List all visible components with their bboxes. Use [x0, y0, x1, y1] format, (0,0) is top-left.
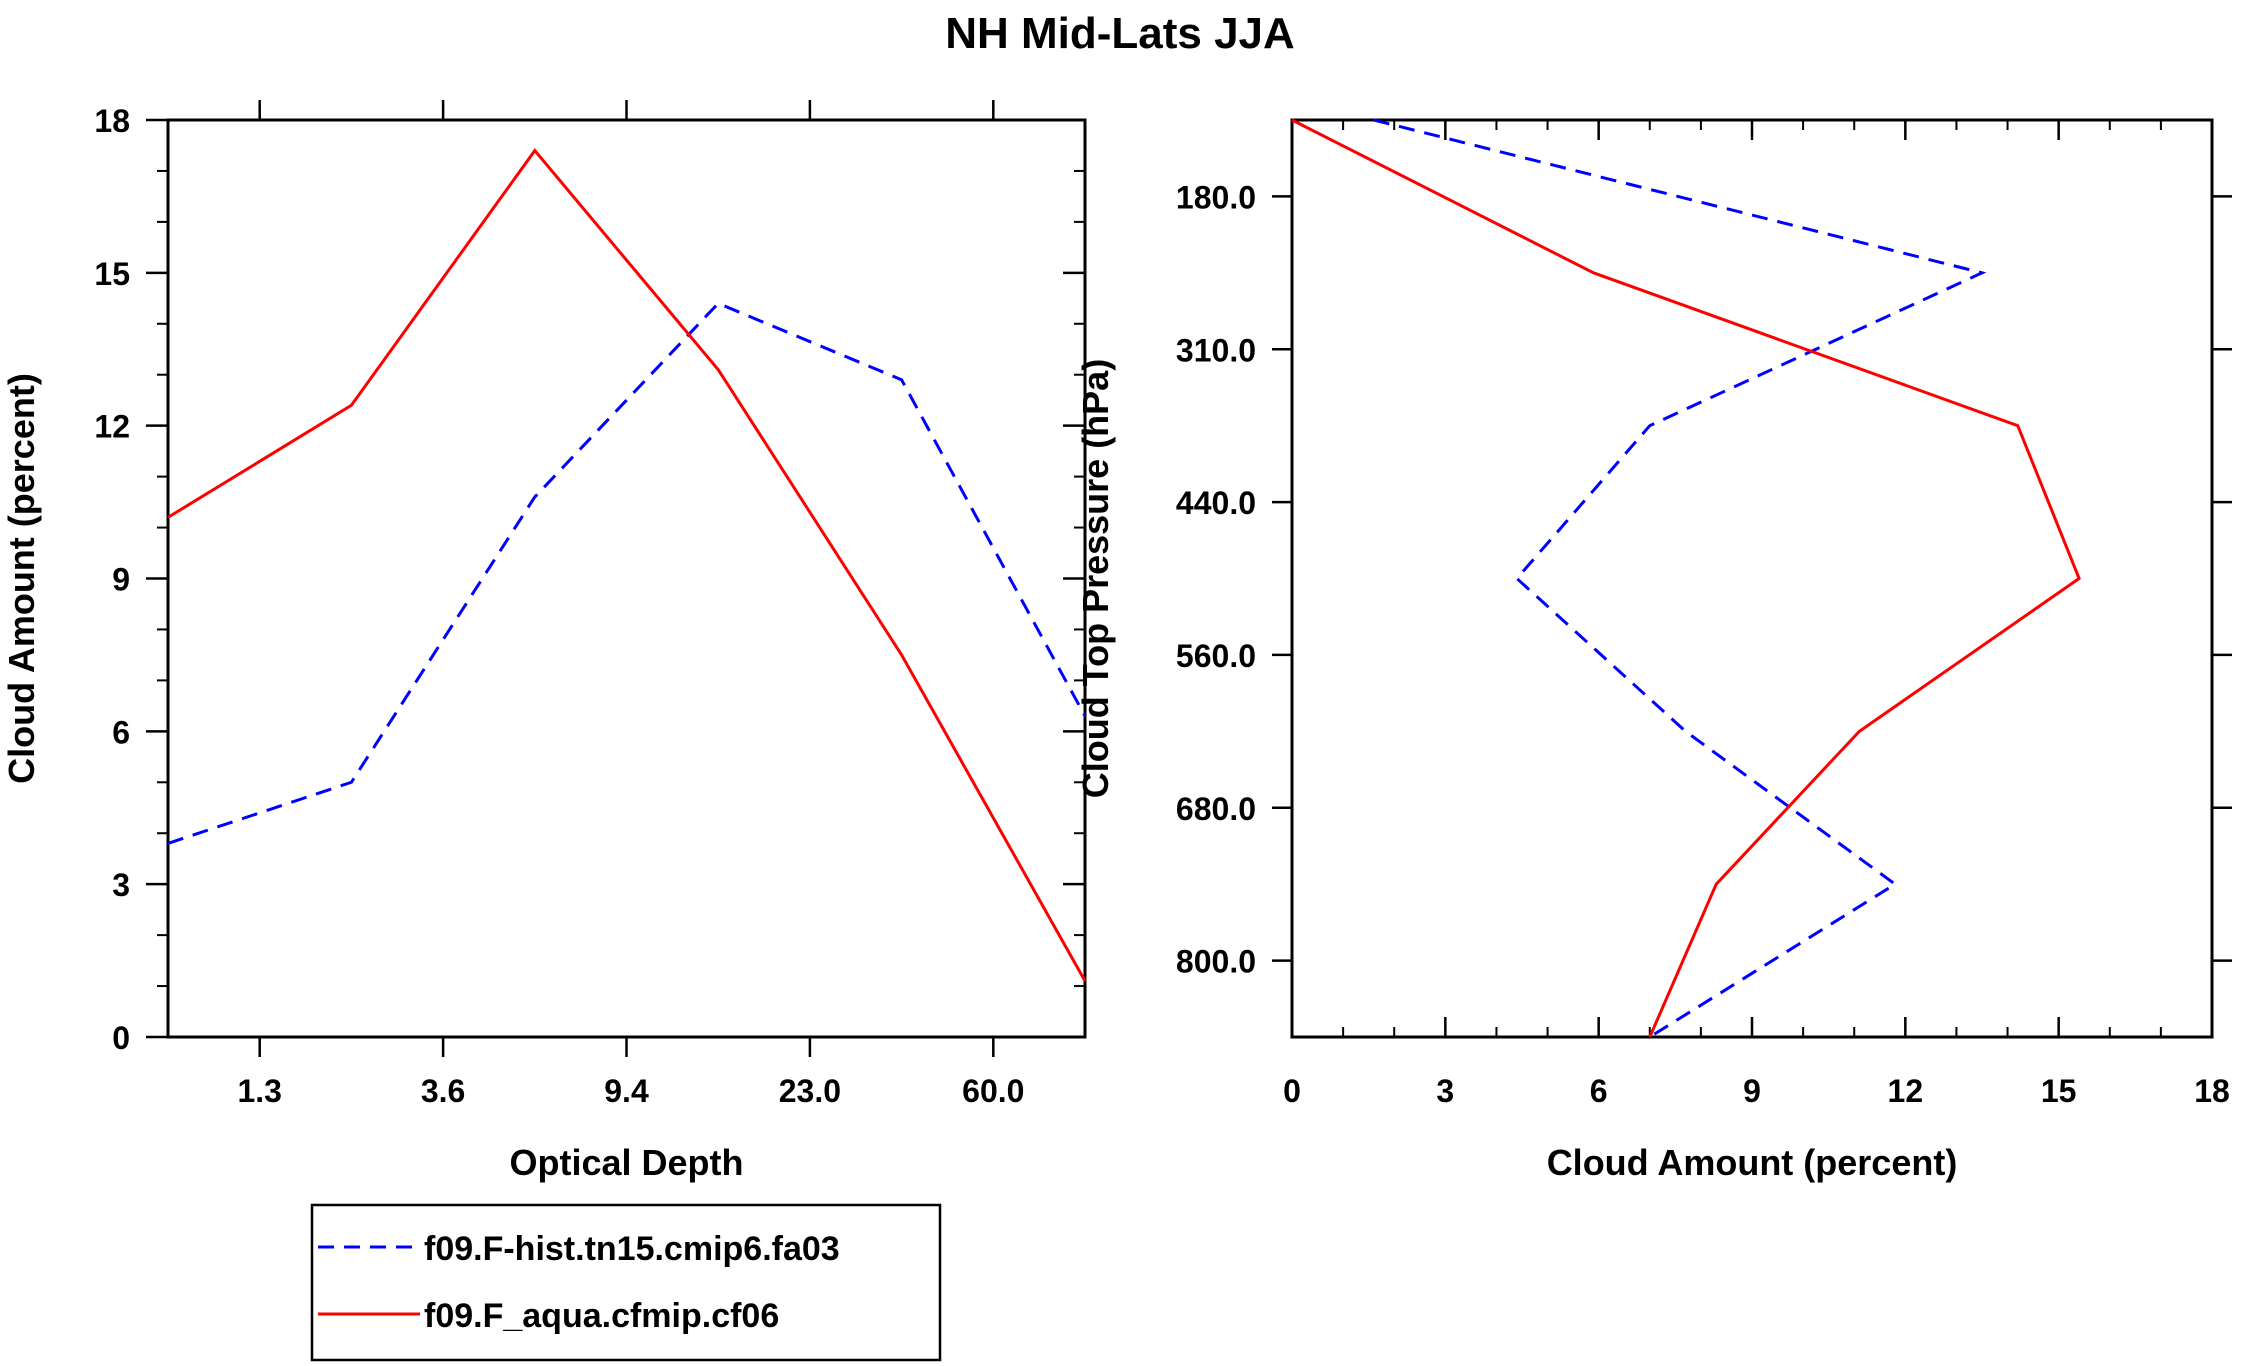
right-x-tick-label: 6	[1590, 1073, 1608, 1109]
legend-label-red: f09.F_aqua.cfmip.cf06	[424, 1297, 779, 1335]
right-x-tick-label: 9	[1743, 1073, 1761, 1109]
left-y-tick-label: 9	[112, 562, 130, 598]
left-x-tick-label: 60.0	[962, 1073, 1024, 1109]
right-x-tick-label: 0	[1283, 1073, 1301, 1109]
figure-title: NH Mid-Lats JJA	[945, 9, 1295, 58]
right-x-tick-label: 3	[1436, 1073, 1454, 1109]
legend-box	[310, 1203, 942, 1362]
right-y-tick-label: 560.0	[1176, 638, 1256, 674]
right-y-tick-label: 180.0	[1176, 179, 1256, 215]
right-y-tick-label: 800.0	[1176, 944, 1256, 980]
left-x-tick-label: 23.0	[779, 1073, 841, 1109]
legend: f09.F-hist.tn15.cmip6.fa03 f09.F_aqua.cf…	[310, 1203, 942, 1362]
left-x-tick-label: 1.3	[237, 1073, 281, 1109]
left-plot-frame	[166, 118, 1087, 1039]
right-series-blue-line	[1373, 118, 1987, 1039]
left-y-tick-label: 6	[112, 714, 130, 750]
right-series-red-line	[1291, 118, 2081, 1038]
right-x-tick-label: 15	[2041, 1073, 2077, 1109]
right-y-tick-label: 440.0	[1176, 485, 1256, 521]
left-x-axis-label: Optical Depth	[509, 1142, 743, 1183]
left-y-axis-label: Cloud Amount (percent)	[1, 373, 42, 784]
left-x-tick-label: 9.4	[604, 1073, 649, 1109]
right-x-axis-label: Cloud Amount (percent)	[1547, 1142, 1958, 1183]
left-chart: 0 3 6 9 12 15 18 1.3 3.6 9.4 23.0 60.0 Optical Depth…	[1, 100, 1087, 1183]
left-y-tick-label: 0	[112, 1020, 130, 1056]
right-chart: 0 3 6 9 12 15 18 180.0 310.0 440.0 560.0 680.0 800.0…	[1075, 118, 2232, 1183]
left-y-tick-label: 18	[94, 103, 130, 139]
left-y-tick-label: 3	[112, 867, 130, 903]
left-y-tick-label: 12	[94, 409, 130, 445]
left-x-tick-label: 3.6	[421, 1073, 465, 1109]
left-series-red-line	[167, 148, 1087, 982]
legend-label-blue: f09.F-hist.tn15.cmip6.fa03	[424, 1230, 840, 1268]
right-y-axis-label: Cloud Top Pressure (hPa)	[1075, 359, 1116, 798]
left-y-tick-label: 15	[94, 256, 130, 292]
right-y-tick-label: 310.0	[1176, 332, 1256, 368]
right-x-tick-label: 18	[2194, 1073, 2230, 1109]
right-plot-frame	[1290, 118, 2214, 1039]
right-x-tick-label: 12	[1888, 1073, 1924, 1109]
right-y-tick-label: 680.0	[1176, 791, 1256, 827]
left-series-blue-line	[167, 301, 1087, 845]
